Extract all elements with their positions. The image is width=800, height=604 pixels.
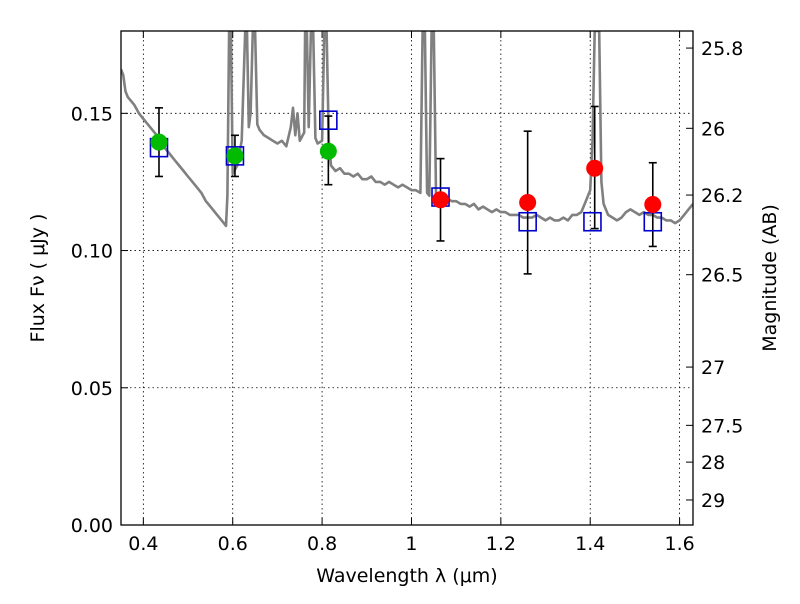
plot-background — [121, 31, 693, 525]
mag-tick-label: 26.2 — [701, 185, 743, 207]
x-axis-label: Wavelength λ (μm) — [316, 565, 497, 587]
mag-tick-label: 26 — [701, 118, 725, 140]
mag-tick-label: 25.8 — [701, 38, 743, 60]
y-tick-label: 0.05 — [71, 378, 113, 400]
x-tick-label: 1.4 — [575, 533, 605, 555]
x-axis-ticks: 0.4 0.6 0.8 1 1.2 1.4 1.6 — [128, 31, 695, 555]
model-photometry-box — [319, 110, 338, 130]
x-tick-label: 0.4 — [128, 533, 158, 555]
x-tick-label: 1 — [405, 533, 417, 555]
x-tick-label: 0.8 — [307, 533, 337, 555]
mag-tick-label: 26.5 — [701, 265, 743, 287]
red-data-point — [432, 191, 450, 209]
mag-tick-label: 29 — [701, 490, 725, 512]
model-spectrum-line — [121, 31, 693, 228]
y-axis-ticks: 0.00 0.05 0.10 0.15 — [71, 103, 128, 537]
mag-tick-label: 27.5 — [701, 415, 743, 437]
x-tick-label: 1.2 — [486, 533, 516, 555]
y-tick-label: 0.15 — [71, 103, 113, 125]
green-data-point — [226, 147, 244, 165]
red-data-point — [586, 159, 604, 177]
spectrum-layer — [121, 31, 693, 228]
x-tick-label: 0.6 — [218, 533, 248, 555]
point-layer — [150, 133, 662, 213]
model-photometry-box — [583, 211, 602, 232]
y-axis-label: Flux Fν ( μJy ) — [27, 214, 49, 343]
x-tick-label: 1.6 — [664, 533, 694, 555]
mag-tick-label: 27 — [701, 357, 725, 379]
red-data-point — [644, 195, 662, 213]
green-data-point — [150, 133, 168, 151]
mag-axis-ticks: 25.8 26 26.2 26.5 27 27.5 28 29 — [686, 38, 743, 512]
y-tick-label: 0.10 — [71, 241, 113, 263]
y-tick-label: 0.00 — [71, 515, 113, 537]
plot-frame — [120, 30, 694, 526]
green-data-point — [319, 142, 337, 160]
red-data-point — [519, 194, 537, 212]
model-photometry-box — [518, 211, 537, 232]
mag-tick-label: 28 — [701, 452, 725, 474]
right-axis-label: Magnitude (AB) — [759, 204, 781, 352]
